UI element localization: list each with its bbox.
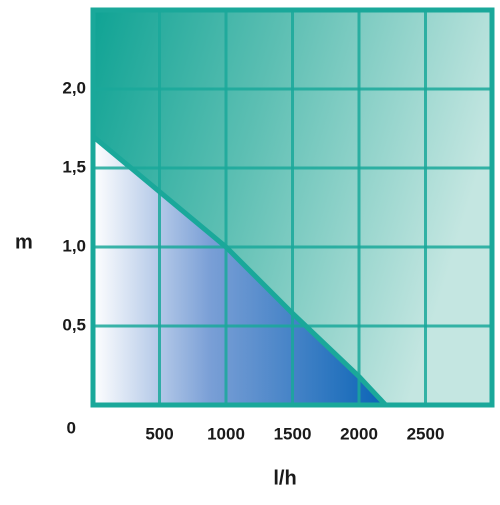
y-tick-label: 2,0 bbox=[62, 78, 86, 97]
y-tick-label: 1,5 bbox=[62, 157, 86, 176]
x-tick-label: 1500 bbox=[274, 424, 312, 443]
plot-frame bbox=[90, 7, 495, 408]
y-tick-label: 1,0 bbox=[62, 236, 86, 255]
y-axis-label: m bbox=[15, 231, 33, 253]
y-tick-label: 0 bbox=[67, 418, 76, 437]
x-tick-label: 500 bbox=[145, 424, 173, 443]
x-tick-label: 2500 bbox=[407, 424, 445, 443]
y-tick-label: 0,5 bbox=[62, 315, 86, 334]
area bbox=[93, 136, 386, 405]
curve bbox=[91, 134, 388, 407]
x-tick-label: 2000 bbox=[340, 424, 378, 443]
x-axis-label: l/h bbox=[273, 467, 296, 489]
x-tick-label: 1000 bbox=[207, 424, 245, 443]
